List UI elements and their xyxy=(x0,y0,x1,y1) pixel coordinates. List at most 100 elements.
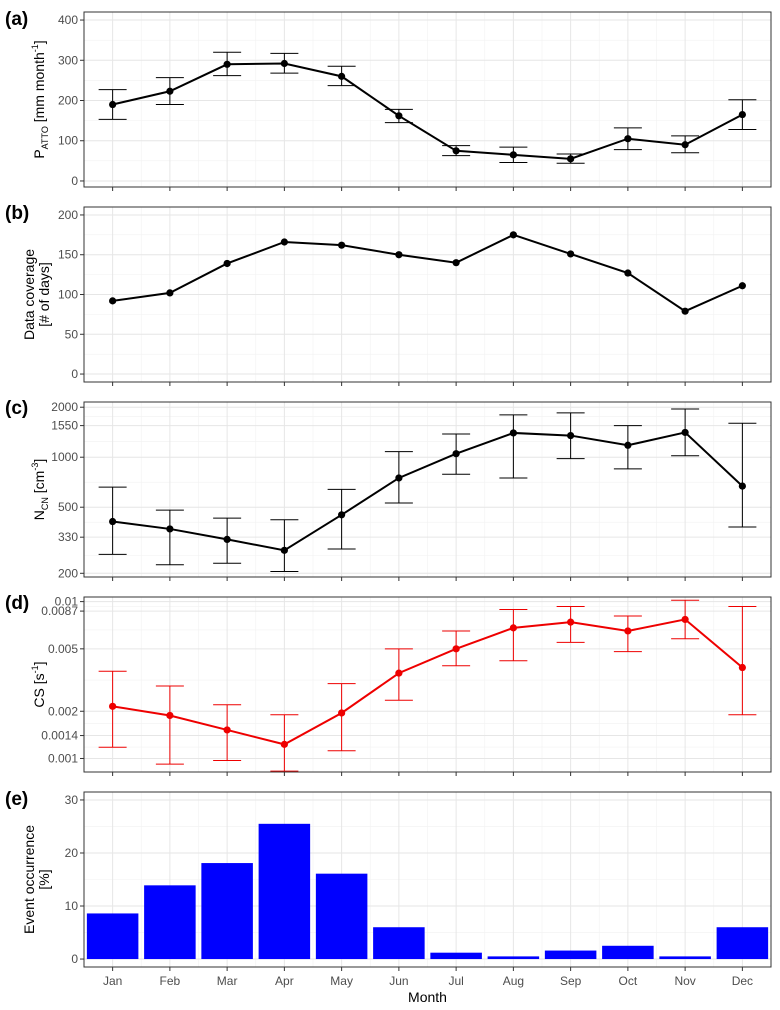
point-sep xyxy=(567,155,575,163)
y-axis-title-unit: [mm month xyxy=(31,52,47,126)
point-aug xyxy=(509,151,517,159)
y-tick-label: 50 xyxy=(65,327,79,341)
x-tick-label-sep: Sep xyxy=(560,974,582,988)
y-tick-label: 330 xyxy=(58,530,78,544)
point-jan xyxy=(109,702,117,710)
y-tick-label: 150 xyxy=(58,248,78,262)
y-tick-label: 300 xyxy=(58,53,78,67)
y-axis-title-sub: ATTO xyxy=(40,126,50,149)
point-may xyxy=(338,709,346,717)
y-axis-title-line2: [# of days] xyxy=(36,262,52,327)
bar-nov xyxy=(659,956,711,960)
point-apr xyxy=(280,740,288,748)
panel-border xyxy=(83,11,772,188)
bar-jul xyxy=(430,952,482,960)
panel-b: 0 50 100 150 200 (b) Data coverage[# of days] xyxy=(5,203,772,386)
y-tick-label: 200 xyxy=(58,208,78,222)
bar-mar xyxy=(201,863,253,960)
point-nov xyxy=(681,428,689,437)
point-oct xyxy=(624,135,632,143)
point-sep xyxy=(567,431,575,440)
point-feb xyxy=(166,525,174,533)
point-oct xyxy=(624,627,632,635)
point-mar xyxy=(223,259,231,268)
point-jun xyxy=(395,669,403,677)
panel-border xyxy=(83,791,772,968)
y-tick-label: 1000 xyxy=(51,450,78,464)
y-axis-title-sup: -1 xyxy=(30,44,40,52)
series-line xyxy=(112,233,743,313)
point-apr xyxy=(280,59,288,68)
y-tick-label: 200 xyxy=(58,566,78,580)
y-axis-title-line2: [%] xyxy=(36,869,52,889)
point-oct xyxy=(624,441,632,449)
point-jun xyxy=(395,474,403,482)
panel-border xyxy=(83,596,772,773)
point-may xyxy=(338,511,346,519)
panel-border xyxy=(83,206,772,383)
y-tick-label: 0.0014 xyxy=(41,729,78,743)
panel-e: 0 10 20 30 (e) Event occurrence[%] xyxy=(5,789,772,971)
point-jun xyxy=(395,112,403,120)
y-tick-label: 0 xyxy=(71,367,78,381)
bar-jan xyxy=(86,913,139,960)
point-feb xyxy=(166,711,174,720)
point-jul xyxy=(452,259,460,267)
x-tick-label-may: May xyxy=(330,974,353,988)
y-axis-title-end: ] xyxy=(31,459,47,463)
point-nov xyxy=(681,141,689,149)
x-tick-label-apr: Apr xyxy=(275,974,294,988)
point-mar xyxy=(223,535,231,543)
x-tick-label-nov: Nov xyxy=(674,974,695,988)
bar-may xyxy=(315,873,368,960)
y-axis-title-main: CS [s xyxy=(31,673,47,707)
y-axis-title: CS [s-1] xyxy=(30,661,47,707)
panel-label: (e) xyxy=(5,789,28,810)
y-axis-title-sup: -1 xyxy=(30,665,40,673)
bar-sep xyxy=(544,950,597,960)
y-axis-title-sup: -3 xyxy=(30,463,40,471)
point-may xyxy=(338,241,346,249)
x-tick-label-jun: Jun xyxy=(389,974,408,988)
point-jul xyxy=(452,645,460,653)
x-tick-label-jul: Jul xyxy=(448,974,463,988)
bar-oct xyxy=(602,945,654,960)
x-tick-label-mar: Mar xyxy=(217,974,238,988)
bar-dec xyxy=(716,927,769,960)
x-tick-label-oct: Oct xyxy=(619,974,638,988)
y-tick-label: 100 xyxy=(58,288,78,302)
panel-border xyxy=(83,401,772,578)
y-tick-label: 0.01 xyxy=(55,595,79,609)
point-feb xyxy=(166,289,174,297)
point-aug xyxy=(509,231,517,239)
point-oct xyxy=(624,269,632,277)
y-axis-title-main: N xyxy=(31,510,47,520)
point-sep xyxy=(567,618,575,626)
x-tick-label-feb: Feb xyxy=(160,974,181,988)
panel-c: 200 330 500 1000 1550 2000 (c) NCN [cm-3] xyxy=(5,398,772,581)
point-dec xyxy=(738,110,746,119)
point-feb xyxy=(166,87,174,95)
y-axis-title-line1: Event occurrence xyxy=(21,825,37,934)
y-axis-title-end: ] xyxy=(31,661,47,665)
y-axis-title-main: P xyxy=(31,149,47,158)
point-jul xyxy=(452,450,460,458)
y-tick-label: 2000 xyxy=(51,400,78,414)
point-jun xyxy=(395,251,403,259)
panel-label: (a) xyxy=(5,9,28,30)
series-line xyxy=(112,618,744,746)
x-tick-label-aug: Aug xyxy=(503,974,524,988)
point-aug xyxy=(509,429,517,437)
point-mar xyxy=(223,726,231,734)
x-tick-label-jan: Jan xyxy=(103,974,122,988)
y-tick-label: 0 xyxy=(71,174,78,188)
x-axis-title: Month xyxy=(408,989,447,1005)
y-tick-label: 0.001 xyxy=(48,751,78,765)
y-tick-label: 200 xyxy=(58,94,78,108)
bar-apr xyxy=(258,823,311,960)
point-nov xyxy=(681,615,689,624)
series-line xyxy=(112,62,743,160)
bar-aug xyxy=(487,956,540,960)
point-jan xyxy=(109,100,117,109)
